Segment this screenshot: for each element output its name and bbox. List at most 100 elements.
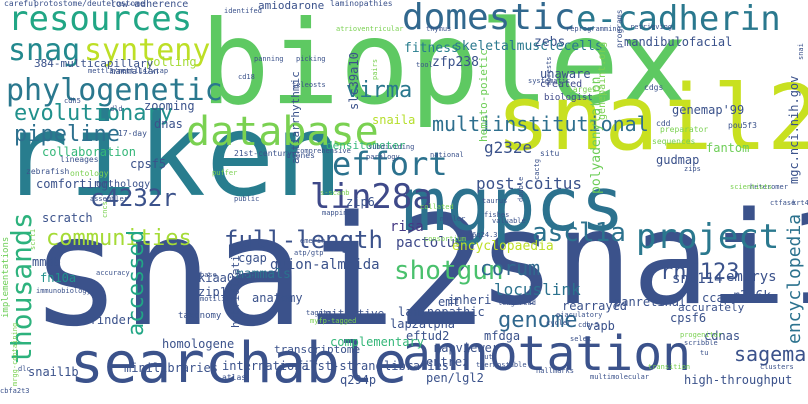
word-polling: polling	[146, 55, 197, 69]
word-paralogy: paralogy	[366, 153, 400, 161]
word-dlc: dlc	[18, 365, 31, 373]
word-vapb: vapb	[586, 319, 615, 333]
word-orthology: orthology	[96, 179, 151, 190]
word-lineages: lineages	[60, 155, 99, 164]
word-picking: picking	[296, 55, 326, 63]
word-encyclopedia: encyclopedia	[784, 213, 805, 344]
word-mettl3/mettl14/wtap: mettl3/mettl14/wtap	[88, 67, 169, 75]
word-c4232r: c4232r	[90, 184, 177, 212]
word-libraries: libraries	[384, 359, 450, 373]
word-mgpcs: mgpcs	[402, 162, 625, 248]
word-assembler: assembler	[90, 195, 128, 203]
word-heteromer: heteromer	[750, 183, 788, 191]
word-virma: virma	[346, 78, 413, 103]
word-evolutionary: evolutionary	[14, 101, 173, 126]
word-snai2: snai2	[30, 183, 488, 360]
word-q294p: q294p	[340, 373, 377, 387]
word-scribble: scribble	[684, 339, 718, 347]
word-protostome/deuterostome: protostome/deuterostome	[34, 0, 145, 8]
word-initiative: initiative	[318, 307, 385, 320]
word-comprehensive: comprehensive	[296, 147, 351, 155]
word-ctfase: ctfase	[770, 199, 796, 207]
word-snail2: snail2	[496, 66, 808, 171]
word-puffer: puffer	[212, 169, 238, 177]
word-phylogenetic: phylogenetic	[6, 73, 223, 108]
word-zip6: zip6	[346, 195, 375, 209]
word-eftud2: eftud2	[406, 329, 450, 343]
word-post-coitus: post-coitus	[476, 174, 582, 193]
word-communities: communities	[46, 226, 192, 251]
word-transition: transition	[648, 363, 691, 371]
word-hallmarks: hallmarks	[536, 367, 574, 375]
word-complementary: complementary	[330, 335, 424, 349]
word-s-scanb: s-scanb	[320, 189, 350, 197]
word-pen/lgl2: pen/lgl2	[426, 371, 484, 385]
word-base: base	[200, 271, 217, 279]
word-riken: riken	[0, 89, 344, 222]
word-cd18: cd18	[238, 73, 255, 81]
word-double: double	[517, 176, 525, 202]
word-subdividing: subdividing	[368, 143, 415, 151]
word-atlas: atlas	[222, 373, 247, 382]
word-orffinder: orffinder	[68, 313, 134, 327]
word-international: international	[222, 359, 316, 373]
word-consortium: consortium	[424, 235, 467, 243]
word-fitness: fitness	[404, 41, 459, 56]
word-gudmap: gudmap	[656, 153, 700, 167]
word-genepaint.org: genepaint.org	[597, 41, 608, 120]
word-reprogramming: reprogramming	[566, 25, 621, 33]
word-immunobiology: immunobiology	[36, 287, 91, 295]
word-dnas: dnas	[154, 117, 183, 131]
word-snail1b: snail1b	[28, 365, 79, 379]
word-lin28a: lin28a	[310, 177, 433, 217]
word-e-cadherin: e-cadherin	[576, 0, 781, 39]
word-mammalian: mammalian	[110, 67, 159, 77]
word-created: created	[540, 79, 583, 90]
word-retrieving: retrieving	[630, 23, 673, 31]
word-project: project	[636, 217, 780, 257]
word-accurately: accurately	[678, 301, 745, 314]
word-careful: careful	[4, 0, 38, 8]
word-ontology: ontology	[70, 169, 109, 178]
word-scrt1: scrt1	[29, 228, 37, 250]
word-systematic: systematic	[528, 77, 571, 85]
word-inheri-tance: inheri-tance	[448, 293, 535, 307]
word-panretinal: panretinal	[614, 295, 687, 309]
word-skeletalmusclecells: skeletalmusclecells	[454, 39, 603, 54]
word-snu114: snu114	[672, 271, 723, 287]
word-synteny: synteny	[84, 33, 211, 68]
word-cgap: cgap	[238, 251, 267, 265]
word-database: database	[186, 109, 379, 155]
word-384-multicapillary: 384-multicapillary	[34, 57, 154, 70]
word-tu: tu	[700, 349, 709, 357]
word-tool: tool	[416, 61, 433, 69]
word-preparator: preparator	[660, 125, 709, 134]
word-scientists: scientists	[730, 183, 773, 191]
word-sagemap: sagemap	[734, 342, 808, 366]
word-taggtg: taggtg	[306, 309, 332, 317]
word-identifed: identifed	[224, 7, 262, 15]
word-teleosts: teleosts	[292, 81, 326, 89]
word-mrgg-containing: mrgg-containing	[11, 322, 19, 386]
word-fantom: fantom	[706, 141, 750, 155]
word-multimolecular: multimolecular	[590, 373, 650, 381]
word-laminopathies: laminopathies	[330, 0, 393, 8]
word-thymus: thymus	[426, 25, 452, 33]
word-risa: risa	[390, 219, 424, 235]
word-zooming: zooming	[144, 99, 195, 113]
word-effort: effort	[332, 145, 448, 183]
word-entrez: entrez	[426, 355, 470, 369]
word-r386k: r386k	[732, 289, 772, 304]
word-atp/gtp: atp/gtp	[294, 249, 324, 257]
word-lut: lut	[480, 353, 493, 361]
word-ccap: ccap	[702, 291, 731, 305]
word-clones: clones	[286, 151, 315, 160]
word-annotation: annotation	[402, 326, 691, 382]
word-comforting: comforting	[36, 177, 109, 191]
word-21st-century: 21st-century	[234, 149, 292, 158]
word-cbfa2t3: cbfa2t3	[0, 387, 30, 395]
word-valuable: valuable	[492, 217, 526, 225]
word-long-read: long-read	[498, 299, 536, 307]
word-mandibulofacial: mandibulofacial	[624, 35, 733, 49]
